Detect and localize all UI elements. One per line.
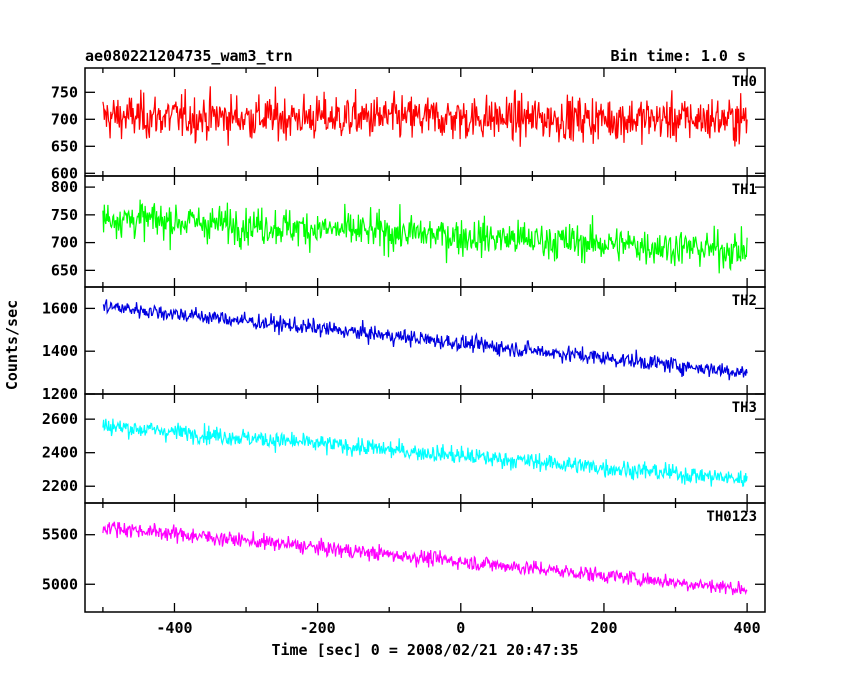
- panel-frame: [84, 393, 766, 504]
- y-tick-label: 5000: [42, 575, 78, 593]
- series-line-th0123: [102, 521, 748, 596]
- y-tick-label: 600: [51, 164, 78, 182]
- panel-th1: 650 700 750 800 TH1: [51, 175, 766, 288]
- panel-th3: 2200 2400 2600 TH3: [42, 393, 766, 504]
- series-line-th2: [102, 299, 748, 381]
- x-tick-label: -200: [300, 619, 336, 637]
- panel-th0: 600 650 700 750 TH0: [51, 67, 766, 182]
- x-tick-label: -400: [156, 619, 192, 637]
- x-tick-label: 400: [734, 619, 761, 637]
- y-tick-label: 1400: [42, 342, 78, 360]
- y-tick-label: 800: [51, 178, 78, 196]
- panel-frame: [84, 67, 766, 177]
- panel-th2: 1200 1400 1600 TH2: [42, 286, 766, 403]
- y-tick-label: 750: [51, 83, 78, 101]
- y-tick-label: 2400: [42, 444, 78, 462]
- y-tick-label: 1200: [42, 385, 78, 403]
- panel-label-th1: TH1: [732, 182, 757, 198]
- y-axis-label: Counts/sec: [3, 300, 21, 390]
- series-line-th1: [102, 199, 748, 274]
- y-tick-label: 700: [51, 110, 78, 128]
- panel-label-th3: TH3: [732, 400, 757, 416]
- y-tick-label: 650: [51, 137, 78, 155]
- y-tick-label: 5500: [42, 526, 78, 544]
- panels-group: 600 650 700 750 TH0 650 700 750 800 TH1 1200 1400 16…: [42, 67, 766, 637]
- y-tick-label: 650: [51, 261, 78, 279]
- x-axis-label: Time [sec] 0 = 2008/02/21 20:47:35: [271, 641, 578, 659]
- y-tick-label: 750: [51, 206, 78, 224]
- y-tick-label: 2600: [42, 410, 78, 428]
- x-tick-label: 0: [456, 619, 465, 637]
- y-tick-label: 2200: [42, 477, 78, 495]
- x-tick-label: 200: [590, 619, 617, 637]
- y-tick-label: 700: [51, 234, 78, 252]
- panel-label-th0: TH0: [732, 74, 757, 90]
- series-line-th0: [102, 86, 748, 147]
- bin-time-label: Bin time: 1.0 s: [611, 47, 746, 65]
- panel-frame: [84, 502, 766, 613]
- panel-th0123: 5000 5500 TH0123: [42, 502, 766, 613]
- y-tick-label: 1600: [42, 299, 78, 317]
- panel-label-th0123: TH0123: [706, 509, 757, 525]
- chart-title: ae080221204735_wam3_trn: [85, 47, 293, 65]
- series-line-th3: [102, 418, 748, 487]
- panel-label-th2: TH2: [732, 293, 757, 309]
